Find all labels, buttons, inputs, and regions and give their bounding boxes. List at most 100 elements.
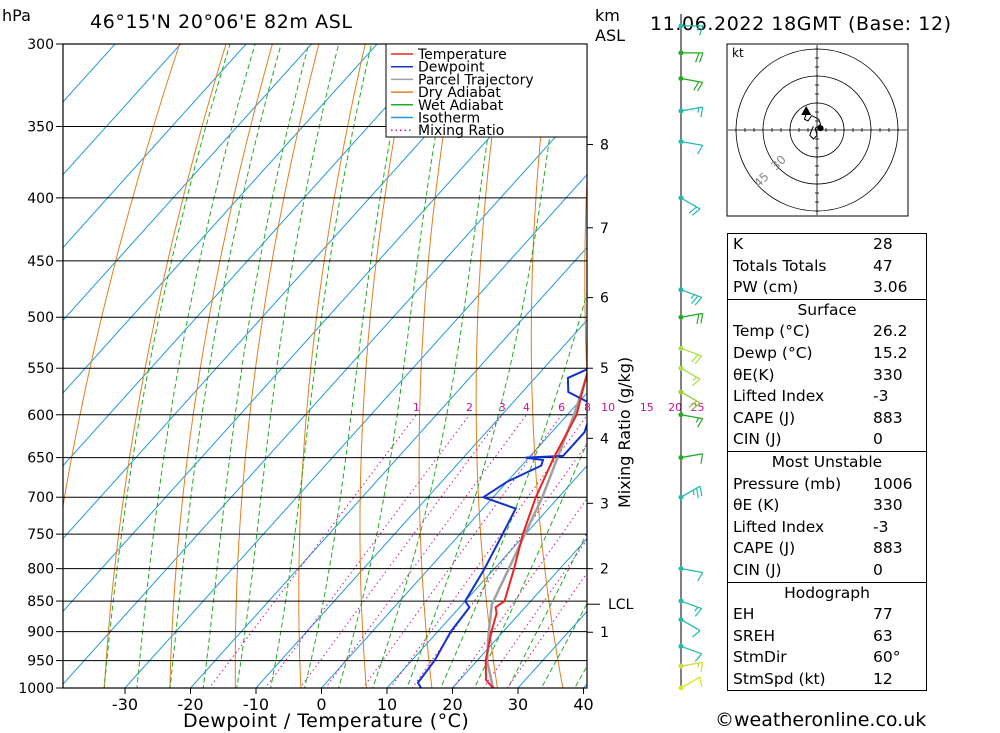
wind-barb-staff [680,347,702,357]
dry-adiabat-line [475,44,506,688]
wind-barb [678,485,703,500]
temperature-tick-label: 0 [316,695,326,714]
temperature-tick-label: -10 [243,695,269,714]
dry-adiabat-line [920,7,1000,714]
index-row: CAPE (J) 883 [728,408,926,430]
wind-barb-staff [680,414,703,420]
wet-adiabat-line [169,44,282,688]
temperature-tick-label: -30 [112,695,138,714]
indices-top-box: K 28 Totals Totals 47 PW (cm) 3.06 [727,233,927,300]
index-value: -3 [873,387,889,406]
wind-barb [678,598,703,617]
legend-entry: Parcel Trajectory [418,72,534,88]
wind-barb [678,676,703,691]
hodograph-unit-label: kt [732,46,744,60]
km-tick-label: 2 [600,562,609,578]
wet-adiabat-line [136,44,256,688]
datetime-title: 11.06.2022 18GMT (Base: 12) [650,13,952,35]
km-tick-label: 5 [600,361,609,377]
wind-barb-feather [697,572,704,582]
isotherm-line [63,44,116,103]
index-label: PW (cm) [733,278,799,297]
wind-barb-feather [697,145,704,155]
mixing-ratio-tick-label: 15 [640,401,654,414]
pressure-tick-label: 450 [27,254,54,270]
index-row: Dewp (°C) 15.2 [728,343,926,365]
mixing-ratio-tick-label: 10 [601,401,615,414]
wind-barb-staff [680,676,701,689]
hodograph-indices-box: Hodograph EH 77 SREH 63 StmDir 60° StmSpd (kt)… [727,581,927,692]
wind-barb-staff [680,485,701,498]
index-value: 60° [873,648,901,667]
lcl-label: LCL [608,597,634,613]
dry-adiabat-line [584,170,587,384]
wind-barb-feather [696,488,699,499]
dry-adiabat-line [298,44,366,688]
legend-entry: Dry Adiabat [418,85,501,101]
legend-entry: Isotherm [418,111,480,127]
isotherm-line [63,44,247,249]
axis-labels: 3003504004505005506006507007508008509009… [18,37,633,714]
wind-barb [678,365,701,387]
isotherm-line [189,246,587,688]
index-label: CAPE (J) [733,408,796,427]
wind-barb-feather [694,606,699,612]
wind-barb-staff [680,312,703,318]
profiles [416,44,587,688]
index-label: Pressure (mb) [733,474,842,493]
mixing-ratio-line [389,414,587,688]
index-value: 1006 [873,474,913,493]
wind-barb-feather [697,82,704,92]
wind-barb-dot [678,494,684,500]
wind-barb-feather [692,490,695,496]
temperature-tick-label: 20 [442,695,462,714]
wind-barb-dot [678,76,684,82]
hodograph-indices-title: Hodograph [784,583,870,602]
wind-barb [678,23,704,36]
mixing-ratio-tick-label: 2 [466,401,473,414]
asl-label: ASL [595,26,625,45]
index-label: Lifted Index [733,517,825,536]
wind-barb-feather [700,453,704,464]
hodograph-surface-dot [817,125,824,132]
wind-barb-dot [678,412,684,418]
mixing-ratio-tick-label: 3 [499,401,506,414]
temperature-tick-label: -20 [177,695,203,714]
wind-barb [678,345,703,364]
wind-barb-feather [690,294,695,299]
pressure-tick-label: 550 [27,361,54,377]
wind-barb-feather [692,402,701,410]
km-tick-label: 3 [600,496,609,512]
mixing-ratio-line [299,414,503,688]
km-label: km [595,6,620,25]
wind-barb-staff [680,197,701,210]
wind-barb-feather [699,676,703,687]
index-value: 47 [873,256,893,275]
wind-barb-staff [680,289,702,298]
mixing-ratio-line [362,414,563,688]
wind-barb-dot [678,663,684,669]
wind-barb-staff [680,106,703,112]
wind-barb-feather [694,653,703,662]
index-value: -3 [873,517,889,536]
isotherm-line [63,44,313,321]
wind-barb-dot [678,345,684,351]
wind-barb-staff [680,600,702,610]
mixing-ratio-line [506,572,587,688]
index-value: 0 [873,560,883,579]
index-value: 330 [873,496,903,515]
index-value: 12 [873,669,893,688]
wind-barb-feather [694,608,703,617]
index-label: CIN (J) [733,560,782,579]
wind-barb-feather [700,662,704,673]
index-label: CIN (J) [733,430,782,449]
wind-barb-staff [680,568,703,574]
pressure-tick-label: 500 [27,310,54,326]
index-label: Lifted Index [733,387,825,406]
wind-barb-feather [693,81,700,91]
index-row: Totals Totals 47 [728,256,926,278]
wind-barb-dot [678,455,684,461]
wind-barb-feather [694,296,703,306]
isotherm-line [386,465,587,688]
index-value: 330 [873,365,903,384]
